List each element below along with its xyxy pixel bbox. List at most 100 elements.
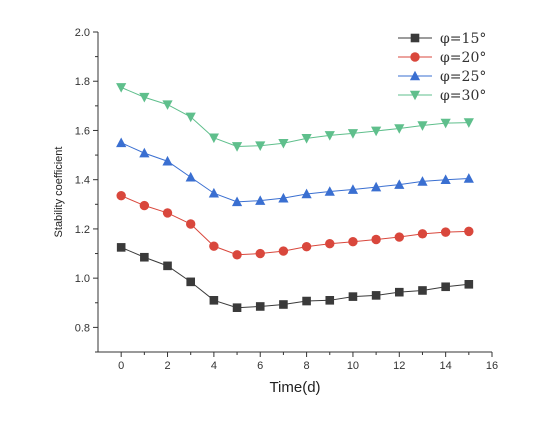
- x-tick-label: 10: [347, 360, 359, 372]
- data-point: [139, 200, 150, 211]
- x-tick-label: 12: [393, 360, 405, 372]
- data-point: [162, 100, 173, 110]
- data-point: [140, 252, 149, 262]
- data-point: [394, 179, 405, 189]
- data-point: [185, 112, 196, 123]
- data-point: [231, 196, 243, 207]
- x-tick-label: 4: [211, 360, 217, 372]
- data-point: [464, 280, 474, 289]
- data-point: [325, 238, 335, 249]
- data-point: [116, 137, 127, 148]
- data-point: [371, 126, 382, 137]
- data-point: [324, 186, 335, 196]
- data-point: [347, 129, 359, 139]
- data-point: [325, 296, 335, 305]
- data-point: [394, 232, 404, 242]
- data-point: [139, 92, 150, 103]
- data-point: [441, 282, 450, 292]
- data-point: [116, 243, 126, 252]
- data-point: [301, 134, 312, 144]
- legend: φ=15° φ=20° φ=25° φ=30°: [398, 31, 486, 104]
- data-point: [255, 302, 265, 311]
- legend-marker: [410, 33, 420, 43]
- data-point: [440, 227, 451, 237]
- data-point: [255, 195, 266, 205]
- y-axis-title: Stability coefficient: [53, 147, 65, 238]
- data-point: [464, 226, 474, 237]
- data-point: [440, 174, 451, 184]
- x-tick-label: 0: [118, 360, 124, 372]
- data-point: [324, 131, 335, 141]
- data-point: [278, 246, 289, 256]
- data-point: [208, 187, 219, 198]
- data-point: [463, 173, 474, 183]
- data-point: [440, 118, 451, 129]
- data-point: [255, 248, 265, 259]
- data-point: [162, 208, 173, 218]
- data-point: [371, 291, 381, 300]
- data-point: [394, 287, 404, 297]
- series-1: [116, 243, 474, 312]
- data-point: [302, 296, 311, 306]
- legend-item: φ=20°: [398, 50, 486, 66]
- x-axis-title: Time(d): [269, 379, 320, 396]
- data-point: [186, 219, 196, 229]
- legend-label: φ=25°: [440, 69, 486, 85]
- data-point: [463, 118, 474, 128]
- data-point: [301, 241, 312, 252]
- x-tick-label: 2: [164, 360, 170, 372]
- axes: 0 2 4 6 8 10 12 14 16 0.8 1.0 1.2 1.4 1.6 1.8 2.0: [75, 27, 498, 372]
- data-point: [348, 237, 358, 247]
- data-point: [417, 229, 428, 239]
- data-point: [209, 296, 219, 305]
- data-point: [278, 192, 289, 203]
- data-point: [185, 171, 196, 182]
- data-point: [347, 184, 359, 194]
- series-layer: [116, 83, 474, 312]
- data-point: [232, 250, 242, 260]
- data-point: [371, 181, 382, 192]
- y-tick-label: 1.0: [75, 273, 90, 285]
- data-point: [209, 241, 219, 251]
- legend-marker: [409, 90, 421, 101]
- series-line: [120, 195, 469, 256]
- data-point: [139, 147, 150, 158]
- y-tick-label: 1.6: [75, 125, 90, 137]
- legend-marker: [410, 52, 420, 62]
- series-3: [116, 137, 474, 207]
- data-point: [418, 286, 427, 295]
- legend-item: φ=15°: [398, 31, 486, 47]
- data-point: [348, 292, 358, 301]
- data-point: [232, 303, 242, 312]
- x-tick-label: 14: [440, 360, 452, 372]
- data-point: [301, 188, 312, 199]
- legend-label: φ=20°: [440, 50, 486, 66]
- y-tick-label: 1.4: [75, 175, 90, 187]
- legend-item: φ=25°: [398, 69, 486, 85]
- data-point: [116, 83, 127, 93]
- legend-label: φ=30°: [440, 88, 486, 104]
- data-point: [208, 133, 219, 144]
- data-point: [186, 277, 196, 287]
- legend-item: φ=30°: [398, 88, 486, 104]
- series-line: [120, 246, 469, 309]
- x-tick-label: 8: [304, 360, 310, 372]
- series-4: [116, 83, 474, 152]
- x-tick-label: 16: [486, 360, 498, 372]
- series-2: [116, 190, 474, 260]
- y-tick-label: 2.0: [75, 27, 90, 39]
- y-tick-label: 0.8: [75, 322, 90, 334]
- data-point: [278, 138, 289, 149]
- series-line: [120, 86, 469, 147]
- data-point: [371, 234, 381, 245]
- y-tick-label: 1.8: [75, 76, 90, 88]
- legend-label: φ=15°: [440, 31, 486, 47]
- data-point: [417, 121, 428, 131]
- data-point: [394, 124, 405, 134]
- x-tick-label: 6: [257, 360, 263, 372]
- data-point: [417, 176, 428, 186]
- y-tick-label: 1.2: [75, 224, 90, 236]
- data-point: [255, 141, 266, 152]
